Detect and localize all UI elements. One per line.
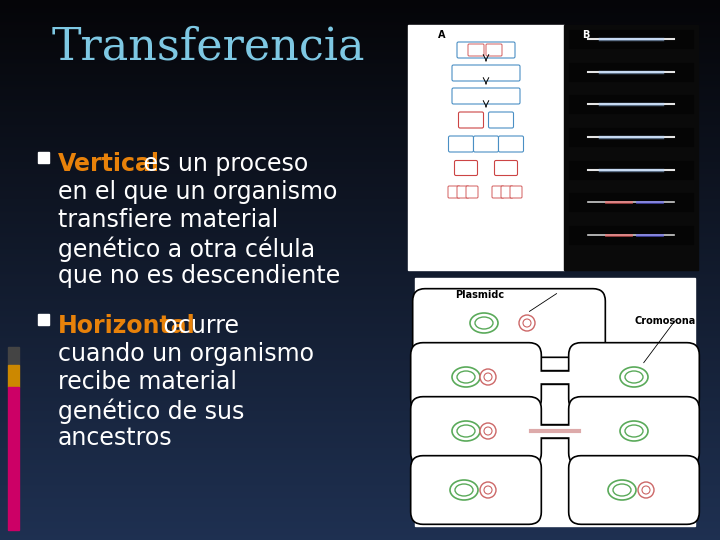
- FancyBboxPatch shape: [452, 88, 520, 104]
- FancyBboxPatch shape: [413, 289, 606, 357]
- Text: A: A: [438, 30, 446, 40]
- FancyBboxPatch shape: [457, 186, 469, 198]
- FancyBboxPatch shape: [501, 186, 513, 198]
- Text: en el que un organismo: en el que un organismo: [58, 180, 338, 204]
- Text: B: B: [582, 30, 590, 40]
- Text: Transferencia: Transferencia: [52, 25, 366, 68]
- Ellipse shape: [620, 421, 648, 441]
- Circle shape: [638, 482, 654, 498]
- FancyBboxPatch shape: [410, 343, 541, 411]
- Bar: [527, 370, 583, 384]
- FancyBboxPatch shape: [448, 186, 460, 198]
- Ellipse shape: [452, 367, 480, 387]
- FancyBboxPatch shape: [569, 343, 699, 411]
- Bar: [8, 387, 19, 530]
- Bar: [38, 152, 49, 163]
- Circle shape: [523, 319, 531, 327]
- Bar: [569, 226, 693, 244]
- Circle shape: [484, 427, 492, 435]
- FancyBboxPatch shape: [474, 136, 498, 152]
- FancyBboxPatch shape: [466, 186, 478, 198]
- Bar: [415, 278, 695, 526]
- Ellipse shape: [455, 484, 473, 496]
- Bar: [529, 426, 581, 436]
- Circle shape: [480, 369, 496, 385]
- Bar: [569, 128, 693, 146]
- Ellipse shape: [625, 425, 643, 437]
- Text: recibe material: recibe material: [58, 370, 237, 394]
- FancyBboxPatch shape: [495, 160, 518, 176]
- FancyBboxPatch shape: [510, 186, 522, 198]
- Text: genético de sus: genético de sus: [58, 398, 244, 423]
- Text: cuando un organismo: cuando un organismo: [58, 342, 314, 366]
- Ellipse shape: [608, 480, 636, 500]
- Text: Vertical: Vertical: [58, 152, 160, 176]
- Ellipse shape: [457, 371, 475, 383]
- FancyBboxPatch shape: [410, 397, 541, 465]
- FancyBboxPatch shape: [449, 136, 474, 152]
- Circle shape: [480, 482, 496, 498]
- Circle shape: [642, 486, 650, 494]
- FancyBboxPatch shape: [498, 136, 523, 152]
- FancyBboxPatch shape: [454, 160, 477, 176]
- Ellipse shape: [452, 421, 480, 441]
- Bar: [529, 372, 581, 382]
- Ellipse shape: [450, 480, 478, 500]
- Text: que no es descendiente: que no es descendiente: [58, 264, 341, 288]
- Bar: [408, 25, 564, 270]
- Text: Plasmidc: Plasmidc: [456, 290, 505, 300]
- Text: ocurre: ocurre: [156, 314, 239, 338]
- Ellipse shape: [613, 484, 631, 496]
- FancyBboxPatch shape: [468, 44, 484, 56]
- Ellipse shape: [625, 371, 643, 383]
- Bar: [38, 314, 49, 325]
- Ellipse shape: [620, 367, 648, 387]
- Ellipse shape: [470, 313, 498, 333]
- Text: transfiere material: transfiere material: [58, 208, 278, 232]
- Bar: [569, 63, 693, 80]
- Bar: [569, 30, 693, 48]
- FancyBboxPatch shape: [410, 456, 541, 524]
- Bar: [569, 95, 693, 113]
- FancyBboxPatch shape: [488, 112, 513, 128]
- Text: Cromosona: Cromosona: [634, 316, 696, 326]
- Text: ancestros: ancestros: [58, 426, 173, 450]
- Bar: [569, 193, 693, 211]
- Ellipse shape: [457, 425, 475, 437]
- Circle shape: [519, 315, 535, 331]
- Ellipse shape: [475, 317, 493, 329]
- Text: es un proceso: es un proceso: [136, 152, 309, 176]
- FancyBboxPatch shape: [569, 456, 699, 524]
- FancyBboxPatch shape: [457, 42, 515, 58]
- FancyBboxPatch shape: [459, 112, 484, 128]
- Bar: [569, 160, 693, 179]
- Bar: [564, 25, 698, 270]
- FancyBboxPatch shape: [452, 65, 520, 81]
- FancyBboxPatch shape: [569, 397, 699, 465]
- Text: genético a otra célula: genético a otra célula: [58, 236, 315, 261]
- FancyBboxPatch shape: [492, 186, 504, 198]
- Circle shape: [484, 486, 492, 494]
- Circle shape: [480, 423, 496, 439]
- FancyBboxPatch shape: [486, 44, 502, 56]
- Bar: [8, 365, 19, 387]
- Text: Horizontal: Horizontal: [58, 314, 196, 338]
- Bar: [527, 424, 583, 438]
- Bar: [8, 347, 19, 365]
- Circle shape: [484, 373, 492, 381]
